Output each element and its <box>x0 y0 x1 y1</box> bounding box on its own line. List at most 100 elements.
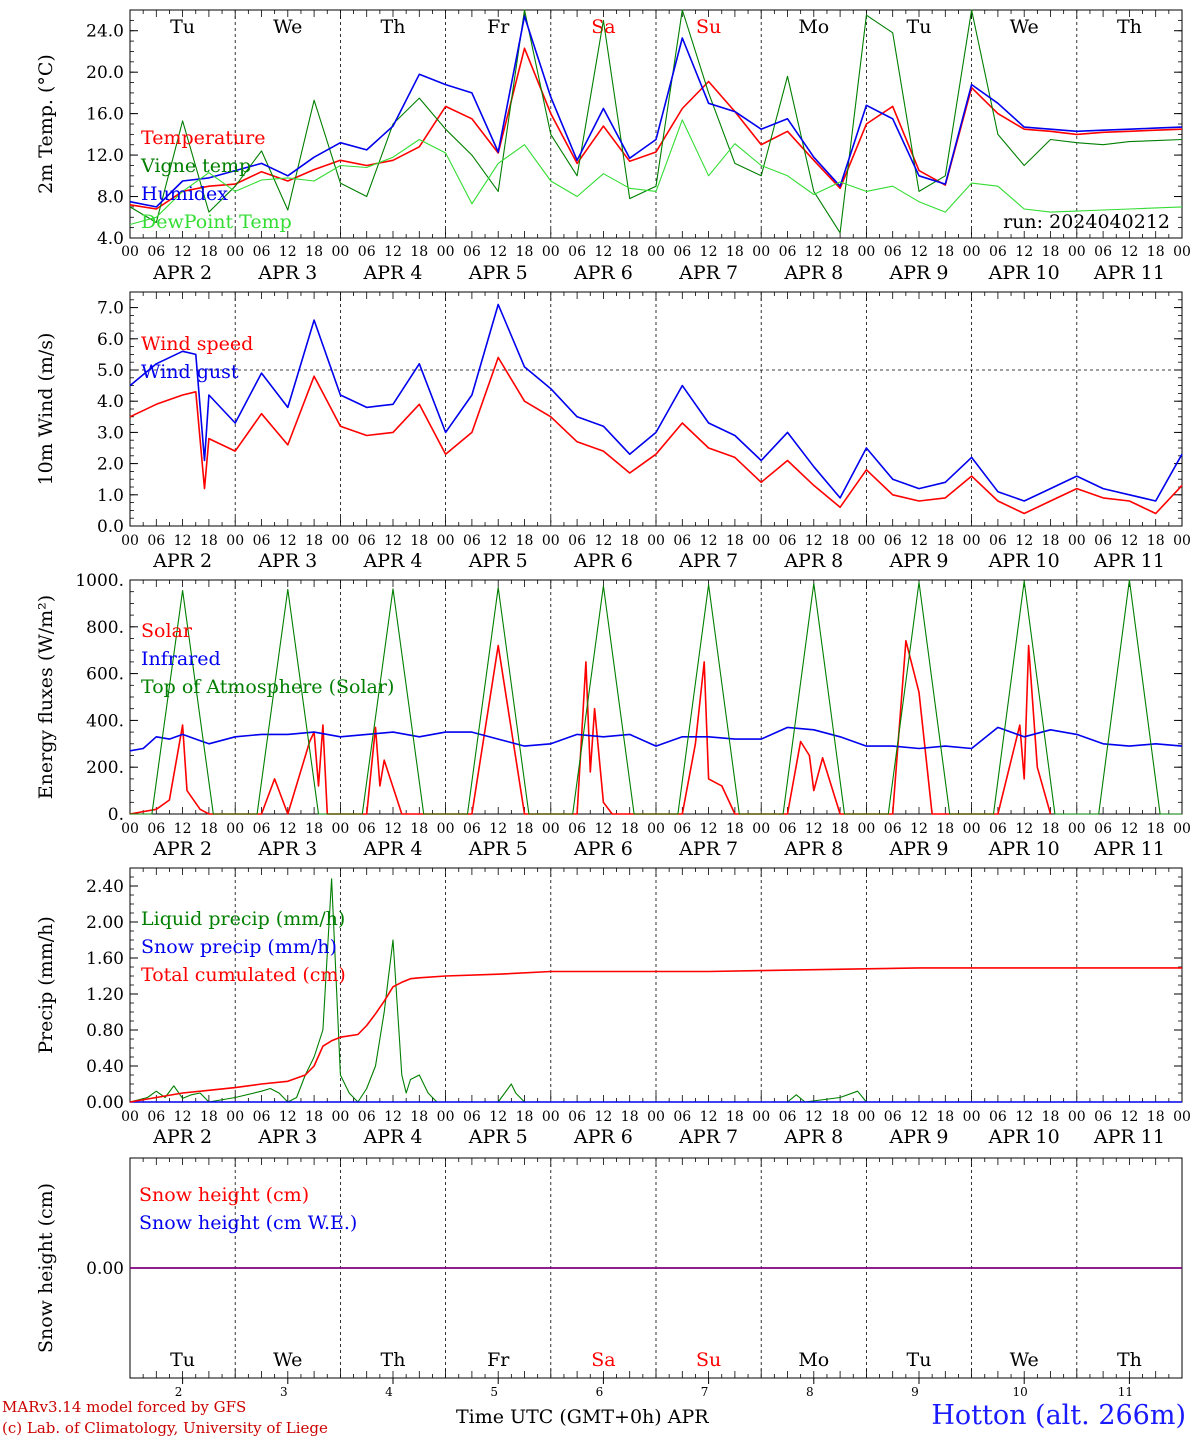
hour-label: 06 <box>253 1109 271 1125</box>
hour-label: 00 <box>647 244 665 260</box>
hour-label: 06 <box>779 244 797 260</box>
date-label: APR 11 <box>1093 1126 1165 1148</box>
hour-label: 06 <box>989 244 1007 260</box>
date-label: APR 4 <box>363 1126 423 1148</box>
hour-label: 00 <box>752 1109 770 1125</box>
series-line <box>129 356 1183 515</box>
hour-label: 12 <box>1120 821 1138 837</box>
weekday-label: Th <box>381 1349 406 1371</box>
series-line <box>129 967 1182 1103</box>
day-number-label: 6 <box>596 1385 604 1399</box>
date-label: APR 8 <box>783 262 843 284</box>
date-label: APR 3 <box>257 550 317 572</box>
hour-label: 06 <box>779 821 797 837</box>
weekday-label: Mo <box>798 16 829 38</box>
legend-entry: Wind gust <box>141 361 239 383</box>
hour-label: 00 <box>1173 533 1191 549</box>
hour-label: 06 <box>673 533 691 549</box>
legend-entry: Vigne temp <box>140 155 251 177</box>
y-tick-label: 200. <box>86 758 124 778</box>
hour-label: 12 <box>594 533 612 549</box>
hour-label: 12 <box>1015 244 1033 260</box>
day-number-label: 9 <box>911 1385 919 1399</box>
series-line <box>129 119 1183 226</box>
hour-label: 00 <box>1068 533 1086 549</box>
date-label: APR 2 <box>152 262 212 284</box>
date-label: APR 5 <box>468 1126 528 1148</box>
hour-label: 18 <box>831 533 849 549</box>
weekday-label: Fr <box>487 1349 510 1371</box>
hour-label: 00 <box>331 244 349 260</box>
day-number-label: 11 <box>1118 1385 1133 1399</box>
hour-label: 06 <box>463 533 481 549</box>
date-label: APR 10 <box>988 550 1060 572</box>
hour-label: 06 <box>779 533 797 549</box>
weekday-label: Tu <box>907 16 932 38</box>
hour-label: 06 <box>1094 244 1112 260</box>
date-label: APR 11 <box>1093 838 1165 860</box>
weekday-label: Th <box>1117 1349 1142 1371</box>
hour-label: 12 <box>1120 1109 1138 1125</box>
date-label: APR 6 <box>573 550 633 572</box>
hour-label: 00 <box>331 821 349 837</box>
legend-entry: Snow height (cm) <box>139 1184 309 1206</box>
hour-label: 18 <box>1147 1109 1165 1125</box>
hour-label: 18 <box>621 821 639 837</box>
hour-label: 00 <box>1068 821 1086 837</box>
day-number-label: 4 <box>385 1385 393 1399</box>
weekday-label: Mo <box>798 1349 829 1371</box>
hour-label: 00 <box>226 533 244 549</box>
hour-label: 12 <box>384 1109 402 1125</box>
hour-label: 00 <box>1173 244 1191 260</box>
hour-label: 00 <box>121 821 139 837</box>
y-tick-label: 1.60 <box>86 949 124 969</box>
hour-label: 00 <box>857 821 875 837</box>
hour-label: 00 <box>752 533 770 549</box>
hour-label: 06 <box>673 244 691 260</box>
y-tick-label: 6.0 <box>97 330 124 350</box>
date-label: APR 11 <box>1093 262 1165 284</box>
hour-label: 00 <box>226 821 244 837</box>
hour-label: 12 <box>174 244 192 260</box>
hour-label: 06 <box>568 244 586 260</box>
hour-label: 18 <box>410 821 428 837</box>
hour-label: 00 <box>121 533 139 549</box>
hour-label: 18 <box>726 1109 744 1125</box>
hour-label: 18 <box>305 533 323 549</box>
hour-label: 00 <box>1173 1109 1191 1125</box>
date-label: APR 10 <box>988 838 1060 860</box>
date-label: APR 7 <box>678 550 738 572</box>
hour-label: 18 <box>516 1109 534 1125</box>
hour-label: 18 <box>200 533 218 549</box>
date-label: APR 8 <box>783 550 843 572</box>
hour-label: 00 <box>542 821 560 837</box>
date-label: APR 5 <box>468 262 528 284</box>
day-number-label: 2 <box>175 1385 183 1399</box>
hour-label: 18 <box>1147 244 1165 260</box>
weekday-label: Tu <box>170 16 195 38</box>
legend-entry: Total cumulated (cm) <box>141 964 346 986</box>
hour-label: 06 <box>147 1109 165 1125</box>
hour-label: 12 <box>910 1109 928 1125</box>
hour-label: 18 <box>516 821 534 837</box>
date-label: APR 6 <box>573 262 633 284</box>
hour-label: 18 <box>1147 533 1165 549</box>
hour-label: 12 <box>174 1109 192 1125</box>
date-label: APR 8 <box>783 838 843 860</box>
y-tick-label: 5.0 <box>97 361 124 381</box>
hour-label: 12 <box>910 244 928 260</box>
hour-label: 18 <box>831 1109 849 1125</box>
hour-label: 06 <box>358 533 376 549</box>
hour-label: 12 <box>594 244 612 260</box>
y-tick-label: 3.0 <box>97 423 124 443</box>
hour-label: 12 <box>700 244 718 260</box>
hour-label: 12 <box>910 821 928 837</box>
hour-label: 18 <box>726 533 744 549</box>
y-tick-label: 24.0 <box>86 22 124 42</box>
hour-label: 12 <box>279 821 297 837</box>
hour-label: 12 <box>910 533 928 549</box>
hour-label: 18 <box>621 244 639 260</box>
hour-label: 00 <box>647 533 665 549</box>
hour-label: 06 <box>358 821 376 837</box>
hour-label: 18 <box>936 533 954 549</box>
